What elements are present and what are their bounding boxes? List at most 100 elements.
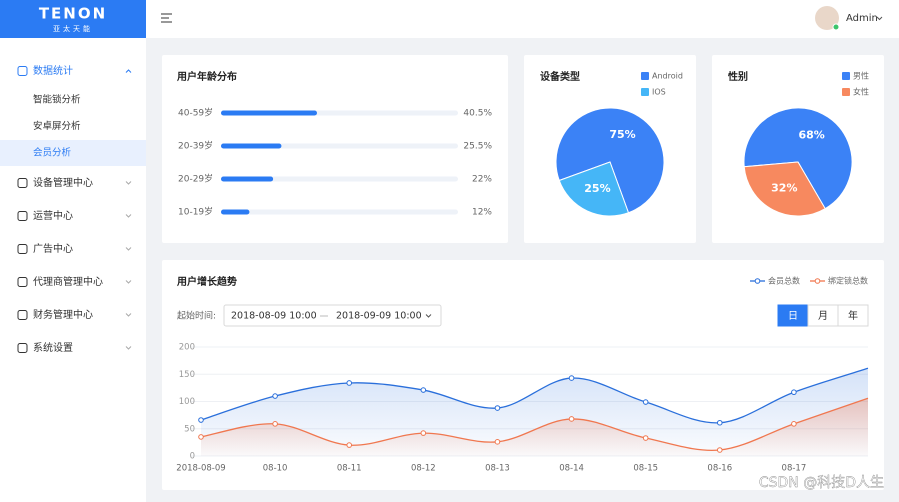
point bbox=[420, 387, 427, 393]
series-area bbox=[201, 368, 868, 456]
chevron bbox=[125, 247, 132, 251]
legend-swatch bbox=[842, 72, 850, 80]
bar bbox=[221, 209, 250, 215]
submenu-item[interactable]: 会员分析 bbox=[33, 147, 72, 159]
chevron bbox=[125, 214, 132, 218]
pie-slice bbox=[743, 161, 826, 217]
point bbox=[716, 419, 723, 426]
online-dot bbox=[832, 23, 840, 31]
point bbox=[568, 375, 575, 381]
legend-swatch bbox=[641, 88, 649, 96]
y-tick-label: 0 bbox=[190, 452, 195, 462]
menu-item[interactable]: 财务管理中心 bbox=[33, 308, 93, 321]
menu-icon bbox=[17, 178, 28, 188]
card-title: 用户增长趋势 bbox=[176, 275, 237, 288]
bar-value: 40.5% bbox=[463, 109, 492, 119]
bar-value: 22% bbox=[472, 175, 492, 185]
point bbox=[198, 417, 204, 423]
menu-item[interactable]: 广告中心 bbox=[33, 242, 73, 255]
y-tick-label: 100 bbox=[179, 397, 195, 407]
date-start: 2018-08-09 10:00 bbox=[231, 311, 317, 322]
legend-swatch bbox=[842, 88, 850, 96]
x-tick-label: 08-12 bbox=[411, 464, 436, 474]
point bbox=[346, 380, 353, 386]
legend-label: 女性 bbox=[853, 87, 869, 97]
x-tick-label: 08-15 bbox=[633, 464, 658, 474]
x-tick-label: 08-14 bbox=[559, 464, 584, 474]
menu-item[interactable]: 运营中心 bbox=[33, 209, 73, 222]
date-end: 2018-09-09 10:00 bbox=[336, 311, 422, 322]
menu-icon bbox=[17, 310, 28, 320]
watermark: CSDN @科技D人生 bbox=[759, 475, 884, 491]
avatar[interactable] bbox=[815, 6, 839, 30]
point bbox=[272, 393, 278, 399]
pie-label: 25% bbox=[584, 182, 610, 195]
submenu-item[interactable]: 安卓屏分析 bbox=[33, 120, 81, 132]
point bbox=[568, 416, 575, 422]
point bbox=[198, 434, 204, 440]
legend-label: Android bbox=[652, 72, 683, 81]
menu-active-bg bbox=[0, 140, 146, 166]
user-chevron bbox=[876, 16, 883, 21]
pie-label: 68% bbox=[798, 129, 824, 142]
bar bbox=[221, 176, 274, 182]
card bbox=[162, 55, 508, 243]
chevron bbox=[125, 346, 132, 350]
logo-sub: 亚太天能 bbox=[53, 24, 93, 33]
legend-label: 男性 bbox=[853, 71, 869, 81]
menu-icon bbox=[17, 343, 28, 353]
card-title: 性别 bbox=[727, 70, 748, 83]
menu-icon bbox=[17, 211, 28, 221]
menu-toggle[interactable] bbox=[161, 13, 172, 23]
period-button[interactable] bbox=[837, 304, 869, 327]
point bbox=[420, 430, 427, 436]
user-name[interactable]: Admin bbox=[846, 13, 878, 24]
period-label: 月 bbox=[818, 310, 828, 322]
y-tick-label: 50 bbox=[184, 424, 195, 434]
pie-slice bbox=[558, 161, 630, 217]
point bbox=[494, 439, 501, 445]
series-line bbox=[200, 367, 869, 424]
point bbox=[642, 399, 649, 405]
x-tick-label: 08-17 bbox=[782, 464, 807, 474]
x-tick-label: 08-11 bbox=[337, 464, 362, 474]
legend-label: IOS bbox=[652, 88, 666, 97]
x-tick-label: 08-13 bbox=[485, 464, 510, 474]
point bbox=[791, 421, 797, 427]
bar-value: 12% bbox=[472, 208, 492, 218]
point bbox=[642, 435, 649, 441]
bar-label: 20-39岁 bbox=[178, 140, 213, 152]
menu-icon bbox=[17, 277, 28, 287]
bar bbox=[221, 143, 282, 149]
point bbox=[791, 389, 797, 396]
date-picker[interactable] bbox=[223, 304, 442, 327]
menu-item[interactable]: 数据统计 bbox=[33, 64, 73, 77]
y-tick-label: 200 bbox=[179, 343, 195, 353]
pie-label: 75% bbox=[609, 128, 635, 141]
x-tick-label: 08-10 bbox=[263, 464, 288, 474]
legend-label: 会员总数 bbox=[768, 276, 800, 286]
bar-value: 25.5% bbox=[463, 142, 492, 152]
menu-item[interactable]: 设备管理中心 bbox=[33, 176, 93, 189]
sidebar bbox=[0, 0, 146, 502]
point bbox=[272, 421, 278, 427]
bar-track bbox=[221, 209, 458, 215]
bar-track bbox=[221, 176, 458, 182]
menu-item[interactable]: 代理商管理中心 bbox=[33, 275, 103, 288]
legend-swatch bbox=[641, 72, 649, 80]
y-tick-label: 150 bbox=[179, 370, 195, 380]
menu-item[interactable]: 系统设置 bbox=[33, 341, 73, 354]
card-title: 设备类型 bbox=[540, 70, 580, 83]
chevron bbox=[125, 280, 132, 284]
bar-label: 10-19岁 bbox=[178, 206, 213, 218]
chevron bbox=[125, 181, 132, 185]
submenu-item[interactable]: 智能锁分析 bbox=[33, 94, 81, 106]
x-tick-label: 2018-08-09 bbox=[176, 464, 225, 474]
x-tick-label: 08-16 bbox=[707, 464, 732, 474]
logo: TENON bbox=[39, 5, 107, 23]
menu-icon bbox=[17, 66, 28, 76]
bar-label: 40-59岁 bbox=[178, 107, 213, 119]
series-line bbox=[200, 397, 869, 452]
